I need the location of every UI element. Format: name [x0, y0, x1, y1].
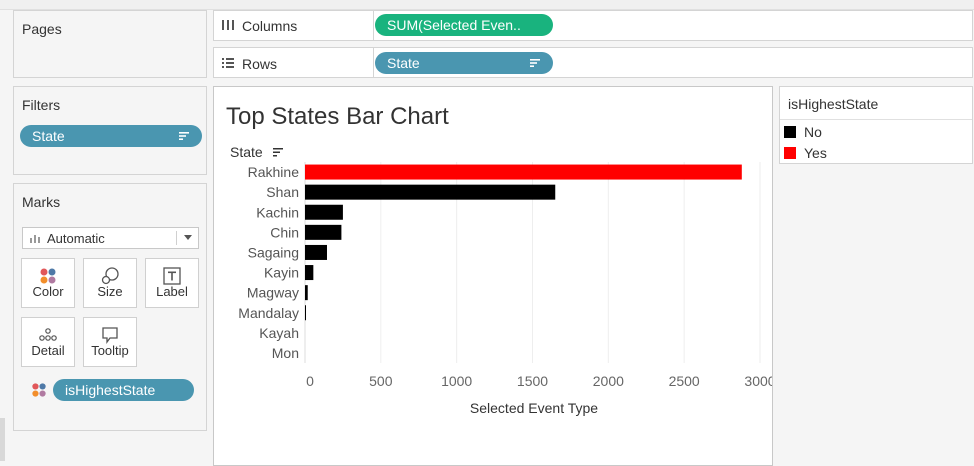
marks-color-button[interactable]: Color [21, 258, 75, 308]
rows-icon [222, 58, 234, 68]
rows-divider [373, 48, 374, 77]
bar-chart: Top States Bar Chart State Rakhine Shan Ka… [226, 103, 772, 416]
x-tick-label: 0 [306, 373, 314, 389]
color-dots-icon [32, 383, 46, 397]
label-t-icon [163, 267, 181, 285]
filters-title: Filters [22, 97, 61, 113]
legend-divider [780, 119, 972, 120]
marks-tooltip-button[interactable]: Tooltip [83, 317, 137, 367]
sort-descending-icon [530, 59, 540, 67]
marks-title: Marks [22, 194, 61, 210]
row-header-sort-icon[interactable] [273, 148, 283, 157]
filter-pill-label: State [32, 128, 65, 144]
color-legend: isHighestState No Yes [779, 86, 973, 164]
marks-card: Marks Automatic Color Size Label [13, 183, 207, 431]
category-label-kayin[interactable]: Kayin [264, 265, 299, 281]
x-tick-label: 1500 [517, 373, 548, 389]
bar-kachin[interactable] [305, 204, 343, 220]
category-label-magway[interactable]: Magway [247, 285, 299, 301]
category-label-kachin[interactable]: Kachin [256, 204, 299, 220]
marks-size-label: Size [97, 284, 123, 299]
rows-pill-label: State [387, 55, 420, 71]
detail-dots-icon [39, 328, 57, 341]
marks-label-label: Label [156, 284, 188, 299]
marks-tooltip-label: Tooltip [91, 343, 129, 358]
row-header-state[interactable]: State [230, 144, 263, 160]
sort-descending-icon [179, 132, 189, 140]
mark-type-select[interactable]: Automatic [22, 227, 199, 249]
left-scrollbar[interactable] [0, 418, 5, 461]
pages-card: Pages [13, 10, 207, 78]
color-pill-label: isHighestState [65, 382, 156, 398]
columns-pill-sum-selected-event[interactable]: SUM(Selected Even.. [375, 14, 553, 36]
x-tick-label: 2500 [669, 373, 700, 389]
bar-kayin[interactable] [305, 265, 314, 281]
legend-label-yes: Yes [804, 145, 827, 161]
x-tick-label: 1000 [441, 373, 472, 389]
color-dots-icon [40, 268, 56, 284]
tooltip-bubble-icon [102, 327, 118, 344]
x-tick-label: 2000 [593, 373, 624, 389]
marks-label-button[interactable]: Label [145, 258, 199, 308]
filters-card: Filters State [13, 86, 207, 175]
marks-color-label: Color [32, 284, 64, 299]
columns-divider [373, 11, 374, 40]
bar-shan[interactable] [305, 184, 556, 200]
rows-pill-state[interactable]: State [375, 52, 553, 74]
chart-title: Top States Bar Chart [226, 103, 449, 130]
columns-pill-label: SUM(Selected Even.. [387, 17, 521, 33]
bar-chin[interactable] [305, 224, 342, 240]
bar-magway[interactable] [305, 285, 308, 301]
bar-sagaing[interactable] [305, 244, 327, 260]
marks-size-button[interactable]: Size [83, 258, 137, 308]
chart-sheet: Top States Bar Chart State Rakhine Shan Ka… [213, 86, 773, 466]
columns-label: Columns [242, 18, 298, 34]
legend-label-no: No [804, 124, 822, 140]
rows-shelf: Rows State [213, 47, 973, 78]
legend-swatch-yes [784, 147, 796, 159]
dropdown-arrow-icon [184, 235, 192, 240]
x-tick-label: 3000 [744, 373, 772, 389]
top-toolbar-strip [0, 0, 974, 10]
category-label-sagaing[interactable]: Sagaing [248, 244, 299, 260]
category-label-chin[interactable]: Chin [270, 224, 299, 240]
x-tick-label: 500 [369, 373, 393, 389]
legend-item-yes[interactable]: Yes [784, 145, 827, 161]
category-label-rakhine[interactable]: Rakhine [248, 164, 300, 180]
bar-chart-icon [30, 235, 40, 243]
mark-type-divider [176, 231, 177, 245]
legend-title: isHighestState [788, 96, 879, 112]
category-label-mandalay[interactable]: Mandalay [238, 305, 299, 321]
columns-shelf: Columns SUM(Selected Even.. [213, 10, 973, 41]
mark-type-value: Automatic [47, 231, 105, 246]
legend-item-no[interactable]: No [784, 124, 822, 140]
pages-title: Pages [22, 21, 62, 37]
columns-icon [222, 20, 234, 30]
rows-label: Rows [242, 56, 278, 72]
bar-rakhine[interactable] [305, 164, 742, 180]
color-pill-ishigheststate[interactable]: isHighestState [53, 379, 194, 401]
filter-pill-state[interactable]: State [20, 125, 202, 147]
category-label-kayah[interactable]: Kayah [259, 325, 299, 341]
marks-detail-button[interactable]: Detail [21, 317, 75, 367]
x-axis-title: Selected Event Type [470, 400, 598, 416]
marks-detail-label: Detail [31, 343, 65, 358]
size-circles-icon [101, 267, 119, 285]
category-label-shan[interactable]: Shan [266, 184, 299, 200]
category-label-mon[interactable]: Mon [272, 345, 299, 361]
bar-mandalay[interactable] [305, 305, 306, 321]
legend-swatch-no [784, 126, 796, 138]
